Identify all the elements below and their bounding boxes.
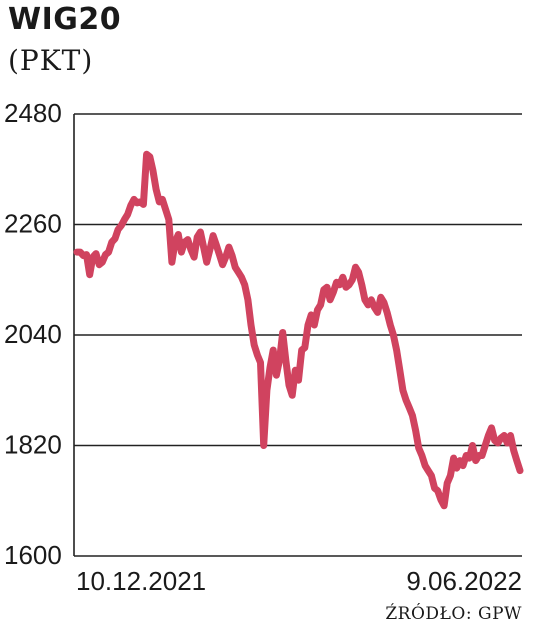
chart-title: WIG20 [8,2,122,37]
y-axis-ticks: 2480 2260 2040 1820 1600 [4,98,62,570]
y-tick-label: 2260 [4,209,62,239]
y-tick-label: 1820 [4,430,62,460]
y-tick-label: 2040 [4,319,62,349]
series-layer [73,150,524,510]
x-tick-label: 9.06.2022 [406,566,522,596]
x-axis-ticks: 10.12.2021 9.06.2022 [76,566,522,596]
y-tick-label: 1600 [4,540,62,570]
x-tick-label: 10.12.2021 [76,566,206,596]
gridlines [73,113,522,557]
source-note: ŹRÓDŁO: GPW [385,604,522,624]
unit-label: (PKT) [8,44,94,77]
series-line-0 [73,150,524,510]
y-tick-label: 2480 [4,98,62,128]
